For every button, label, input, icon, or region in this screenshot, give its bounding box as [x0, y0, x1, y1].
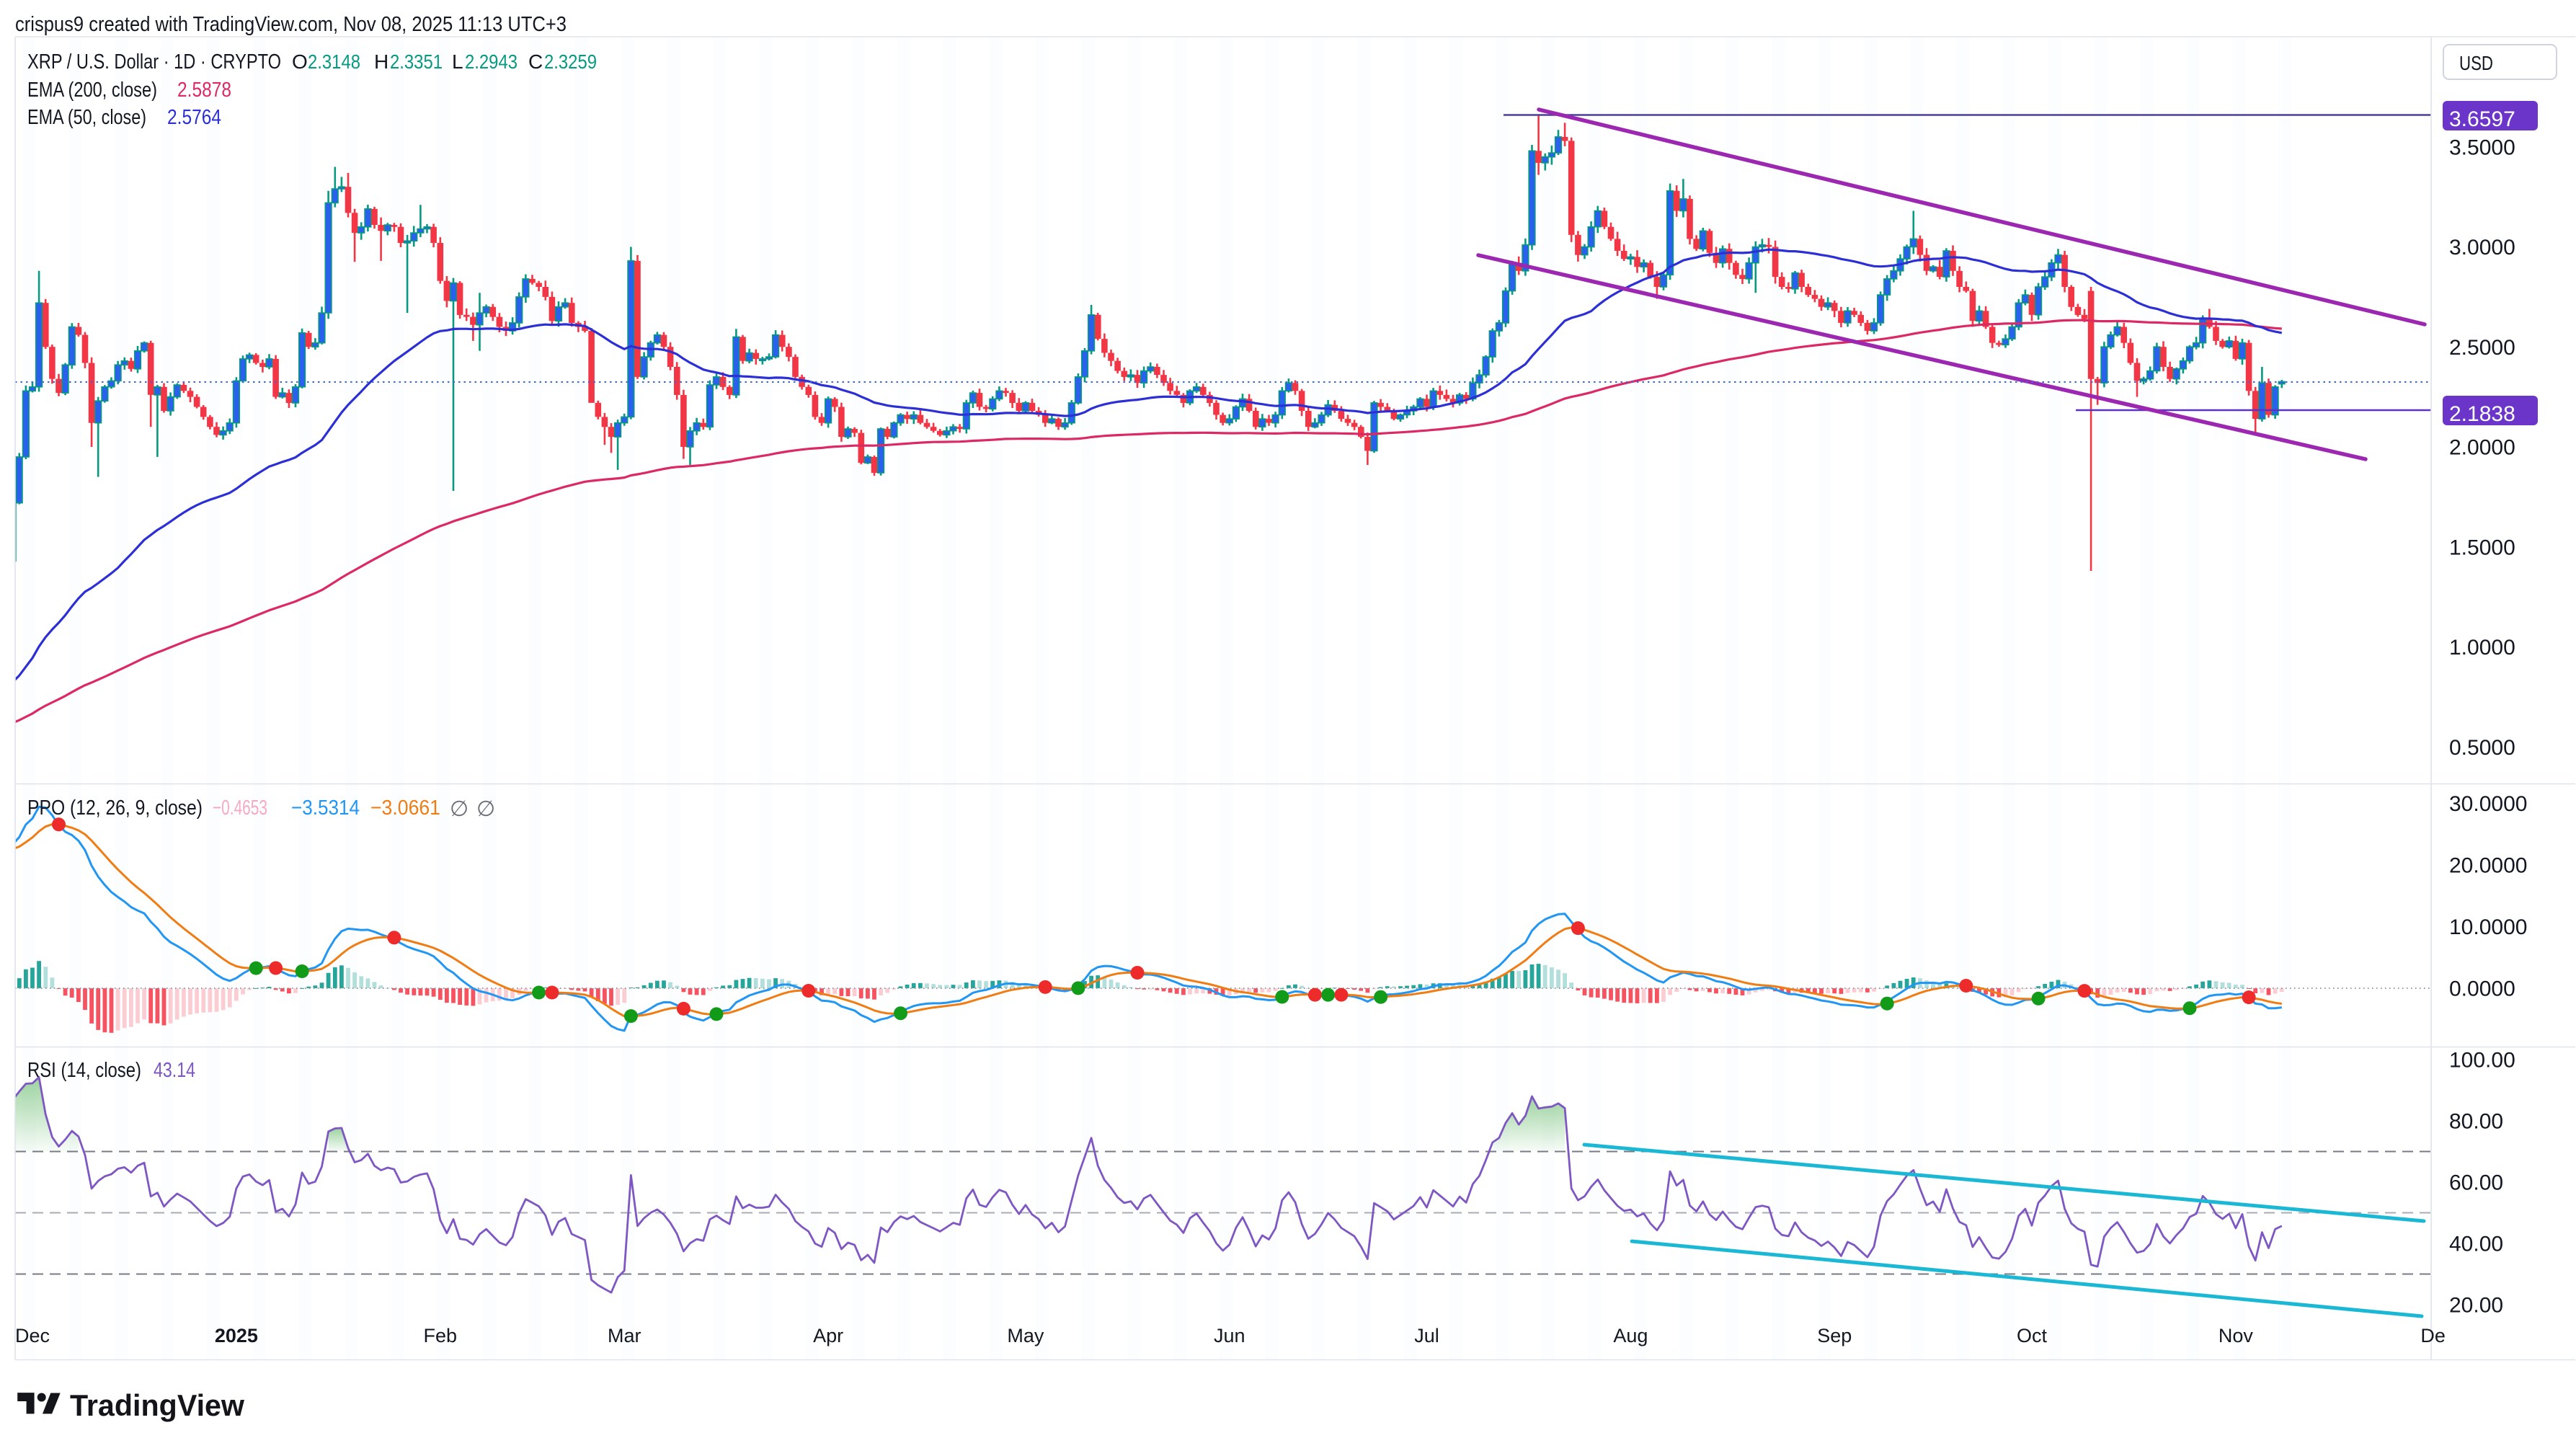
svg-text:Jul: Jul	[1414, 1325, 1439, 1346]
svg-text:1.5000: 1.5000	[2449, 536, 2515, 559]
svg-text:80.00: 80.00	[2449, 1110, 2503, 1134]
svg-text:De: De	[2420, 1325, 2446, 1346]
svg-text:TradingView: TradingView	[70, 1388, 244, 1422]
svg-text:2.2943: 2.2943	[465, 50, 518, 73]
svg-text:2.3259: 2.3259	[544, 50, 597, 73]
svg-text:2.5000: 2.5000	[2449, 336, 2515, 360]
svg-text:Nov: Nov	[2219, 1325, 2254, 1346]
svg-text:Oct: Oct	[2017, 1325, 2048, 1346]
svg-text:2.0000: 2.0000	[2449, 436, 2515, 460]
svg-text:C: C	[528, 50, 543, 73]
svg-text:Aug: Aug	[1613, 1325, 1648, 1346]
svg-text:USD: USD	[2459, 52, 2493, 74]
svg-text:3.0000: 3.0000	[2449, 236, 2515, 259]
svg-text:EMA (50, close): EMA (50, close)	[27, 106, 146, 129]
svg-text:−0.4653: −0.4653	[213, 797, 267, 820]
svg-text:Apr: Apr	[813, 1325, 843, 1346]
svg-text:crispus9 created with TradingV: crispus9 created with TradingView.com, N…	[15, 13, 567, 36]
svg-text:43.14: 43.14	[154, 1059, 195, 1082]
svg-text:2.1838: 2.1838	[2449, 402, 2515, 426]
svg-text:−3.0661: −3.0661	[370, 797, 440, 820]
svg-text:XRP / U.S. Dollar · 1D · CRYPT: XRP / U.S. Dollar · 1D · CRYPTO	[27, 50, 281, 74]
svg-text:Jun: Jun	[1214, 1325, 1245, 1346]
svg-text:0.5000: 0.5000	[2449, 736, 2515, 760]
svg-text:100.00: 100.00	[2449, 1049, 2515, 1073]
svg-text:0.0000: 0.0000	[2449, 977, 2515, 1001]
svg-text:60.00: 60.00	[2449, 1171, 2503, 1195]
svg-text:RSI (14, close): RSI (14, close)	[27, 1059, 141, 1082]
svg-text:Mar: Mar	[608, 1325, 641, 1346]
svg-text:Feb: Feb	[423, 1325, 457, 1346]
svg-text:2.5764: 2.5764	[167, 106, 221, 129]
svg-text:Dec: Dec	[15, 1325, 50, 1346]
svg-text:2.5878: 2.5878	[177, 79, 231, 102]
svg-text:2.3351: 2.3351	[390, 50, 443, 73]
svg-text:PPO (12, 26, 9, close): PPO (12, 26, 9, close)	[27, 797, 203, 820]
svg-text:∅: ∅	[450, 797, 468, 821]
svg-text:−3.5314: −3.5314	[291, 797, 360, 820]
svg-text:20.0000: 20.0000	[2449, 854, 2527, 878]
svg-text:10.0000: 10.0000	[2449, 915, 2527, 939]
svg-text:∅: ∅	[476, 797, 495, 821]
svg-text:2.3148: 2.3148	[308, 50, 360, 73]
svg-text:H: H	[374, 50, 388, 73]
svg-text:3.6597: 3.6597	[2449, 107, 2515, 131]
svg-text:1.0000: 1.0000	[2449, 636, 2515, 660]
svg-text:O: O	[292, 50, 308, 73]
svg-text:3.5000: 3.5000	[2449, 136, 2515, 159]
svg-text:May: May	[1007, 1325, 1044, 1346]
svg-text:40.00: 40.00	[2449, 1233, 2503, 1256]
svg-text:Sep: Sep	[1817, 1325, 1852, 1346]
svg-text:20.00: 20.00	[2449, 1294, 2503, 1318]
svg-text:30.0000: 30.0000	[2449, 792, 2527, 816]
svg-text:L: L	[452, 50, 463, 73]
svg-text:EMA (200, close): EMA (200, close)	[27, 79, 157, 102]
svg-text:2025: 2025	[215, 1325, 258, 1346]
